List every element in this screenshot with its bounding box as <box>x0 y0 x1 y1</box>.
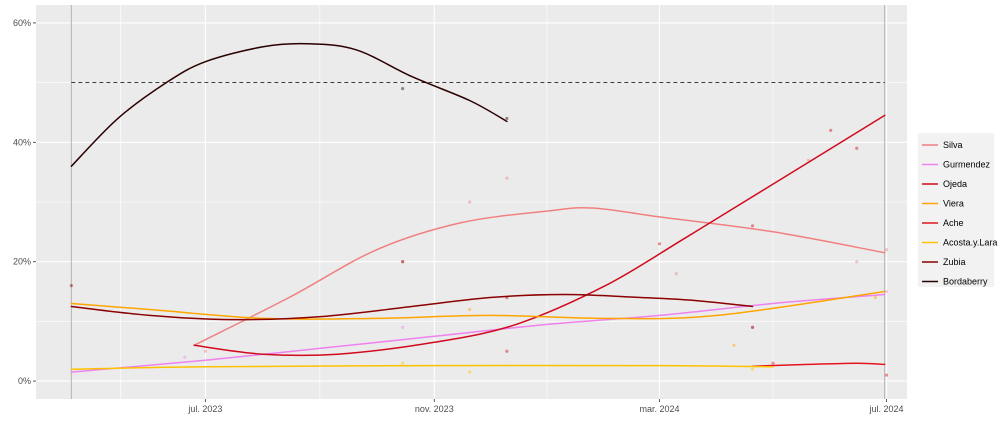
y-tick-label: 60% <box>13 18 31 28</box>
observation-silva <box>468 200 472 204</box>
legend: Silva Gurmendez Ojeda Viera Ache Acosta.y.Lar… <box>918 133 997 287</box>
series-line-acosta-y-lara <box>70 364 774 370</box>
y-tick-label: 20% <box>13 257 31 267</box>
observation-gurmendez <box>401 325 405 329</box>
observation-gurmendez <box>884 289 889 294</box>
observation-zubia <box>750 325 755 329</box>
observation-acosta-y-lara <box>401 361 405 365</box>
y-tick-label: 0% <box>18 376 31 386</box>
x-axis: jul. 2023 nov. 2023 mar. 2024 jul. 2024 <box>187 399 904 414</box>
legend-label-viera: Viera <box>943 199 964 209</box>
observation-ache <box>771 361 775 365</box>
x-tick-label: nov. 2023 <box>415 404 454 414</box>
observation-ojeda <box>750 224 755 228</box>
observation-silva <box>855 260 859 264</box>
legend-label-silva: Silva <box>943 140 963 150</box>
legend-label-acosta-y-lara: Acosta.y.Lara <box>943 238 997 248</box>
observation-silva <box>505 176 509 180</box>
series-line-bordaberry <box>70 42 508 167</box>
observation-gurmendez <box>750 325 755 329</box>
observation-zubia <box>69 283 73 288</box>
legend-label-bordaberry: Bordaberry <box>943 277 988 287</box>
series-line-ache <box>751 362 886 367</box>
series-line-gurmendez <box>70 293 886 373</box>
observation-silva <box>884 248 889 252</box>
observation-silva <box>401 260 405 264</box>
observation-ojeda <box>829 128 833 132</box>
observation-zubia <box>401 260 405 264</box>
observation-silva <box>674 272 678 276</box>
series-line-zubia <box>70 293 754 321</box>
y-axis: 0% 20% 40% 60% <box>13 18 36 386</box>
series-line-viera <box>70 290 886 320</box>
observation-viera <box>468 307 472 312</box>
observation-acosta-y-lara <box>750 367 755 371</box>
observation-viera <box>873 295 877 300</box>
x-tick-label: jul. 2024 <box>869 404 904 414</box>
observation-viera <box>732 343 736 347</box>
observation-silva <box>203 349 207 353</box>
observation-bordaberry <box>401 86 405 91</box>
observation-ache <box>884 373 889 377</box>
x-tick-label: jul. 2023 <box>187 404 222 414</box>
series-lines <box>70 42 886 373</box>
legend-label-ache: Ache <box>943 218 964 228</box>
legend-label-ojeda: Ojeda <box>943 179 967 189</box>
x-tick-label: mar. 2024 <box>639 404 679 414</box>
series-line-silva <box>193 206 886 347</box>
observation-ojeda <box>505 349 509 353</box>
series-line-ojeda <box>193 114 886 357</box>
observation-ojeda <box>855 146 859 150</box>
legend-label-gurmendez: Gurmendez <box>943 160 991 170</box>
event-lines <box>70 5 886 399</box>
major-gridlines <box>36 5 907 399</box>
observation-acosta-y-lara <box>468 370 472 374</box>
observation-gurmendez <box>183 355 187 359</box>
poll-observations <box>69 86 889 377</box>
y-tick-label: 40% <box>13 137 31 147</box>
observation-bordaberry <box>505 116 509 121</box>
legend-label-zubia: Zubia <box>943 257 966 267</box>
observation-ojeda <box>657 242 662 246</box>
